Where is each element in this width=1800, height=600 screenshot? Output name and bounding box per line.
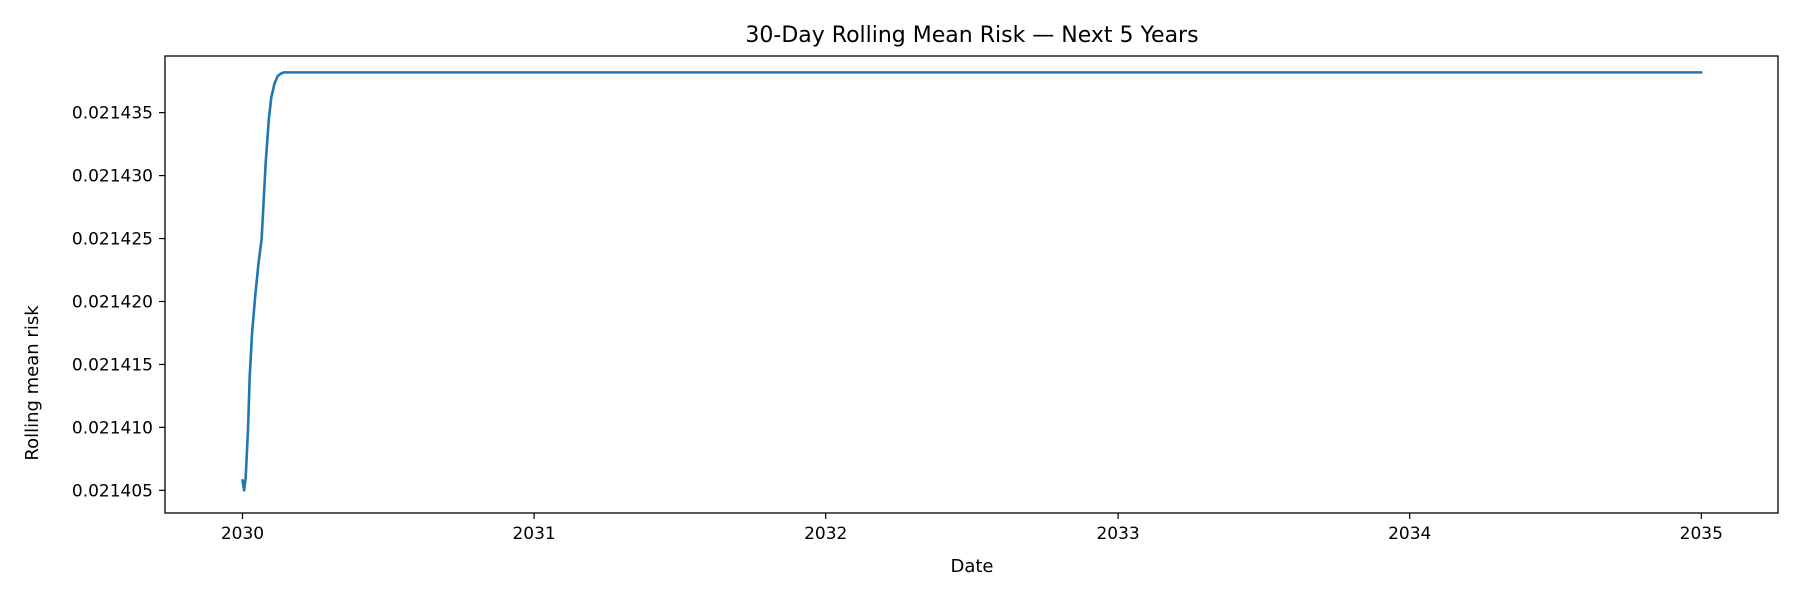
plot-frame — [164, 55, 1779, 514]
y-tick-label: 0.021430 — [72, 167, 153, 187]
y-tick-label: 0.021405 — [72, 481, 153, 501]
y-tick-label: 0.021410 — [72, 418, 153, 438]
y-tick-label: 0.021420 — [72, 292, 153, 312]
x-tick-label: 2032 — [804, 524, 847, 544]
x-tick-label: 2033 — [1096, 524, 1139, 544]
x-tick-label: 2034 — [1388, 524, 1431, 544]
y-tick-label: 0.021435 — [72, 104, 153, 124]
x-tick-label: 2031 — [512, 524, 555, 544]
y-tick-label: 0.021425 — [72, 230, 153, 250]
chart-title: 30-Day Rolling Mean Risk — Next 5 Years — [745, 23, 1198, 48]
y-axis-title: Rolling mean risk — [22, 305, 43, 461]
x-axis-title: Date — [950, 556, 993, 577]
x-tick-label: 2030 — [221, 524, 264, 544]
x-tick-label: 2035 — [1680, 524, 1723, 544]
y-tick-label: 0.021415 — [72, 355, 153, 375]
plot-area: 2030 2031 2032 2033 2034 2035 0.021405 0.021410… — [72, 55, 1779, 544]
series-line-0 — [241, 71, 1703, 492]
